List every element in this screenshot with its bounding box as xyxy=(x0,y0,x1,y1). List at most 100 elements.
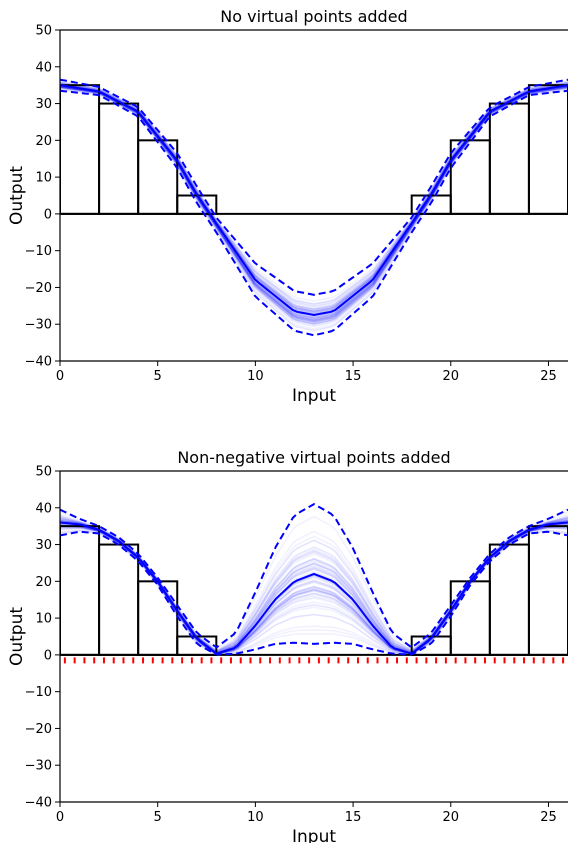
top-panel-sample-curve xyxy=(60,85,568,322)
top-panel-y-tick-label: −30 xyxy=(25,318,52,333)
top-panel-sample-curve xyxy=(60,85,568,320)
top-panel-hist-bar xyxy=(60,84,101,215)
top-panel-sample-curve xyxy=(60,85,568,321)
bottom-panel-y-tick-label: 30 xyxy=(35,538,52,553)
top-panel-sample-curve xyxy=(60,83,568,317)
bottom-panel-hist-bar xyxy=(449,580,491,656)
top-panel-sample-curve xyxy=(60,84,568,319)
top-panel-y-tick-label: 10 xyxy=(35,171,52,186)
top-panel-sample-curve xyxy=(60,84,568,320)
top-panel-sample-curve xyxy=(60,86,568,325)
bottom-panel-x-tick-label: 25 xyxy=(540,810,557,825)
top-panel-x-tick-label: 20 xyxy=(442,369,459,384)
top-panel-sample-curve xyxy=(60,82,568,312)
top-panel-sample-curve xyxy=(60,84,568,315)
top-panel-y-tick-label: −10 xyxy=(25,244,52,259)
top-panel-sample-curve xyxy=(60,86,568,324)
top-panel-y-tick-label: 30 xyxy=(35,97,52,112)
bottom-panel-x-tick-label: 20 xyxy=(442,810,459,825)
bottom-panel-sample-curve xyxy=(60,517,568,653)
top-panel-sample-curve xyxy=(60,82,568,311)
top-panel-sample-curve xyxy=(60,86,568,325)
top-panel-y-tick-label: 40 xyxy=(35,60,52,75)
bottom-panel-y-tick-label: −40 xyxy=(25,796,52,811)
top-panel-plot-area xyxy=(60,78,568,337)
top-panel-sample-curve xyxy=(60,85,568,319)
bottom-panel-y-tick-label: −10 xyxy=(25,685,52,700)
top-panel-sample-curve xyxy=(60,82,568,310)
top-panel-sample-curve xyxy=(60,84,568,317)
top-panel-sample-curve xyxy=(60,86,568,324)
bottom-panel-sample-curve xyxy=(60,517,568,653)
bottom-panel-sample-curve xyxy=(60,527,568,656)
top-panel-sample-curve xyxy=(60,85,568,322)
top-panel-sample-curve xyxy=(60,86,568,322)
top-panel-sample-curve xyxy=(60,85,568,320)
bottom-panel-y-tick-label: 20 xyxy=(35,575,52,590)
top-panel-sample-curve xyxy=(60,86,568,325)
top-panel-sample-curve xyxy=(60,85,568,319)
bottom-panel-x-tick-label: 0 xyxy=(56,810,64,825)
top-panel-sample-curve xyxy=(60,82,568,312)
bottom-panel-x-tick-label: 10 xyxy=(247,810,264,825)
top-panel-sample-curve xyxy=(60,83,568,313)
top-panel-sample-curve xyxy=(60,86,568,325)
top-panel-sample-curve xyxy=(60,83,568,313)
top-panel-y-tick-label: 0 xyxy=(44,207,52,222)
top-panel-sample-curve xyxy=(60,86,568,327)
top-panel-x-tick-label: 25 xyxy=(540,369,557,384)
top-panel-sample-curve xyxy=(60,85,568,320)
top-panel-sample-curve xyxy=(60,84,568,319)
top-panel-upper-band-line xyxy=(60,78,568,296)
bottom-panel-hist-bar xyxy=(137,580,179,656)
bottom-panel-title: Non-negative virtual points added xyxy=(177,448,450,467)
top-panel-sample-curve xyxy=(60,88,568,331)
top-panel-hist-bar xyxy=(98,102,140,215)
bottom-panel-hist-bar xyxy=(488,543,530,656)
top-panel-sample-curve xyxy=(60,82,568,310)
top-panel-sample-curve xyxy=(60,85,568,323)
top-panel-sample-curve xyxy=(60,86,568,322)
bottom-panel-sample-curve xyxy=(60,526,568,656)
top-panel-sample-curve xyxy=(60,85,568,323)
top-panel-y-axis-label: Output xyxy=(7,166,27,225)
top-panel-sample-curve xyxy=(60,84,568,315)
top-panel-sample-curve xyxy=(60,84,568,317)
bottom-panel-x-tick-label: 15 xyxy=(345,810,362,825)
top-panel-x-tick-label: 15 xyxy=(345,369,362,384)
top-panel-sample-curve xyxy=(60,85,568,321)
bottom-panel-y-tick-label: 0 xyxy=(44,648,52,663)
top-panel-sample-curve xyxy=(60,81,568,306)
top-panel-sample-curve xyxy=(60,83,568,312)
bottom-panel-x-axis-label: Input xyxy=(292,827,336,843)
top-panel-sample-curve xyxy=(60,83,568,313)
top-panel-sample-curve xyxy=(60,84,568,314)
bottom-panel: 0 5 10 15 20 25 −40 −30 −20 −10 0 10 20 30 40 50 Non-neg… xyxy=(7,448,568,843)
bottom-panel-y-axis-label: Output xyxy=(7,607,27,666)
top-panel-sample-curve xyxy=(60,83,568,314)
top-panel-sample-curve xyxy=(60,82,568,313)
bottom-panel-sample-curve xyxy=(60,517,568,653)
bottom-panel-upper-band-line xyxy=(60,502,568,649)
top-panel-sample-curve xyxy=(60,84,568,316)
bottom-panel-y-tick-label: −30 xyxy=(25,759,52,774)
bottom-panel-y-tick-label: 40 xyxy=(35,501,52,516)
top-panel-sample-curve xyxy=(60,85,568,321)
top-panel-sample-curve xyxy=(60,83,568,312)
top-panel-sample-curve xyxy=(60,83,568,314)
top-panel: 0 5 10 15 20 25 −40 −30 −20 −10 0 10 20 30 40 50 No virt… xyxy=(7,7,568,406)
top-panel-sample-curve xyxy=(60,85,568,319)
top-panel-lower-band-line xyxy=(60,89,568,337)
top-panel-sample-curve xyxy=(60,81,568,308)
top-panel-sample-curve xyxy=(60,84,568,316)
bottom-panel-y-tick-label: 50 xyxy=(35,465,52,480)
bottom-panel-mean-line xyxy=(60,521,568,655)
bottom-panel-plot-area xyxy=(60,502,568,664)
top-panel-sample-curve xyxy=(60,86,568,323)
bottom-panel-hist-bar xyxy=(527,525,568,656)
top-panel-sample-curve xyxy=(60,85,568,323)
top-panel-x-tick-label: 10 xyxy=(247,369,264,384)
top-panel-sample-curve xyxy=(60,82,568,310)
top-panel-y-tick-label: −20 xyxy=(25,281,52,296)
